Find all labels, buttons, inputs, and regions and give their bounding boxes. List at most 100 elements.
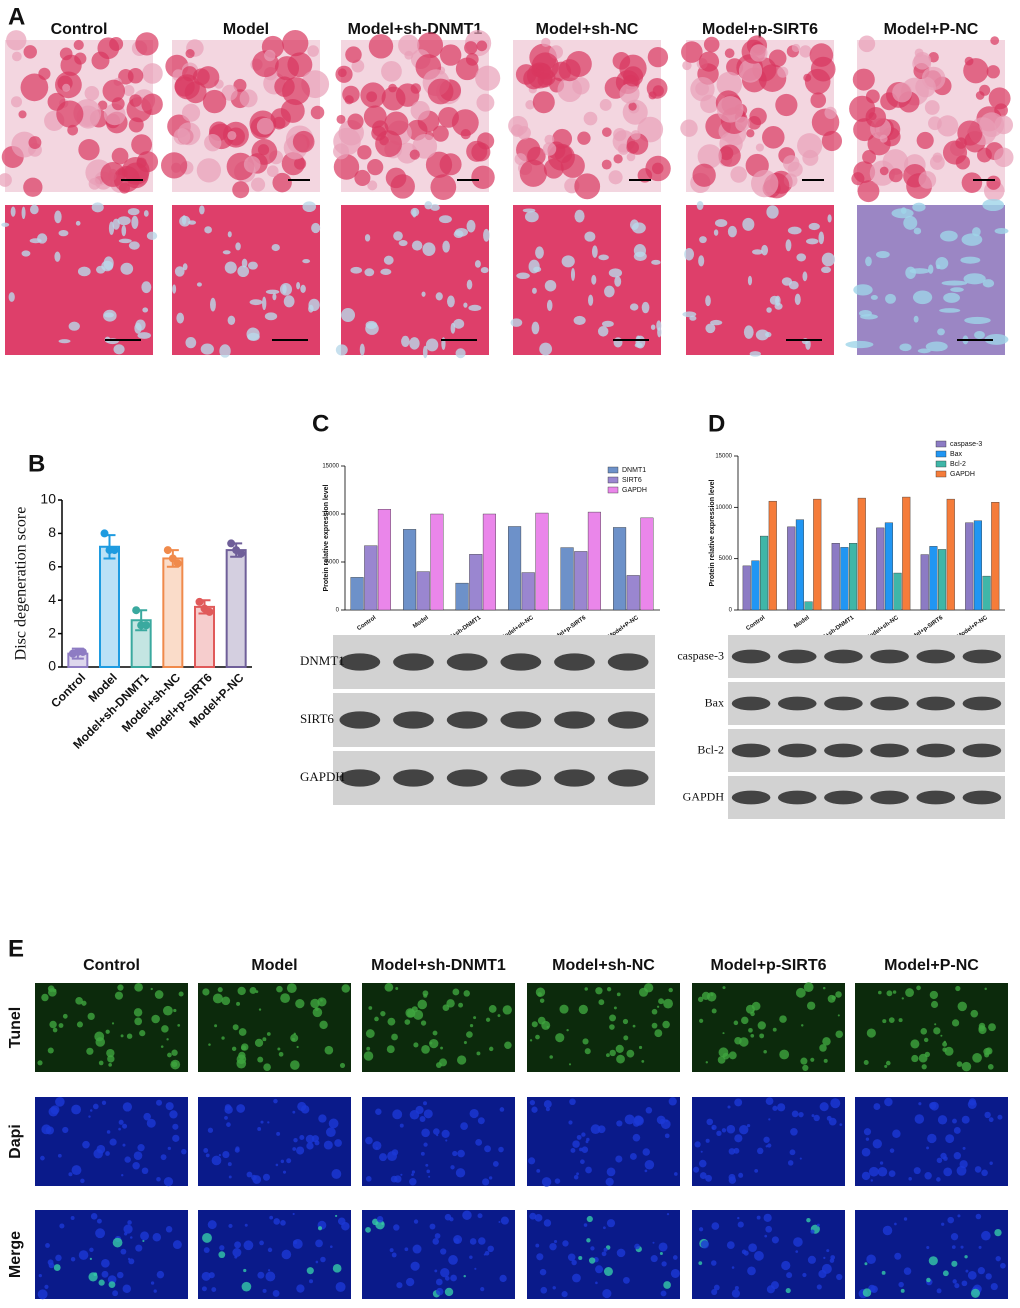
signal-texture [926,1277,931,1283]
signal-texture [603,1267,613,1276]
signal-texture [365,1226,371,1233]
signal-texture [956,1061,963,1067]
bar [804,601,813,611]
signal-texture [718,1047,729,1058]
signal-texture [739,1124,749,1135]
signal-texture [822,1037,831,1046]
cell-texture [601,320,614,328]
signal-texture [726,1241,735,1250]
signal-texture [226,1122,231,1127]
blot-band [916,696,956,711]
cell-texture [466,219,476,233]
signal-texture [822,986,826,990]
signal-texture [395,987,399,990]
signal-texture [429,1038,439,1049]
cell-texture [805,238,819,245]
signal-texture [236,1058,247,1069]
signal-texture [476,1051,481,1056]
signal-texture [390,1175,398,1183]
cell-texture [480,267,489,274]
tissue-texture [266,165,279,177]
cell-texture [455,348,466,359]
tissue-texture [74,52,87,65]
signal-texture [365,1029,375,1038]
y-axis-label: Protein relative expression level [323,484,330,591]
cell-texture [820,266,832,274]
signal-texture [391,1033,398,1041]
signal-texture [900,1288,905,1293]
tissue-texture [385,167,407,189]
tissue-texture [119,182,131,194]
bar [751,560,760,611]
blot-band [339,769,381,787]
signal-texture [590,1124,601,1135]
tissue-texture [921,66,946,91]
signal-texture [819,1102,829,1112]
y-tick-label: 0 [729,608,733,614]
cell-texture [412,209,417,218]
tissue-texture [608,170,623,185]
cell-texture [608,268,623,278]
signal-texture [644,1169,648,1173]
signal-texture [62,1126,69,1134]
tissue-texture [59,47,73,61]
signal-texture [813,1114,820,1122]
signal-texture [861,1147,871,1157]
cell-texture [143,210,149,217]
tissue-texture [957,120,983,146]
blot-band [777,790,817,805]
bar [787,526,796,611]
tissue-texture [477,132,495,150]
signal-texture [134,1017,143,1026]
signal-texture [299,1135,305,1141]
tissue-texture [221,84,238,101]
signal-texture [243,1268,247,1273]
signal-texture [413,1042,419,1048]
blot-band [554,769,595,787]
tissue-texture [88,177,101,190]
cell-texture [77,266,91,277]
signal-texture [974,1166,982,1173]
signal-texture [221,1036,225,1040]
y-axis-label: Protein relative expression level [709,479,716,586]
signal-texture [201,1286,207,1292]
signal-texture [81,1000,87,1006]
signal-texture [217,987,223,993]
signal-texture [499,1107,505,1112]
x-tick-label: Control [356,615,377,632]
cell-texture [699,236,707,244]
cell-texture [222,250,231,255]
signal-texture [786,1272,793,1279]
blot-band [870,790,909,805]
signal-texture [699,1172,707,1180]
signal-texture [952,1279,957,1284]
signal-texture [480,1287,485,1292]
blot-band [824,649,863,664]
signal-texture [323,1140,333,1150]
cell-texture [591,245,598,258]
group-label: Model+sh-DNMT1 [371,957,506,974]
signal-texture [700,1240,709,1249]
signal-texture [581,1132,586,1137]
signal-texture [888,1170,896,1178]
fluorescence-image [198,1097,351,1186]
signal-texture [632,1133,641,1142]
cell-texture [875,250,890,259]
signal-texture [584,1048,591,1055]
cell-texture [939,308,961,313]
cell-texture [8,292,15,302]
cell-texture [146,231,158,240]
signal-texture [308,1279,314,1284]
signal-texture [44,1284,49,1289]
tissue-texture [173,128,191,145]
signal-texture [699,1159,707,1168]
cell-texture [10,206,16,217]
signal-texture [37,1289,48,1300]
tissue-texture [127,68,144,84]
cell-texture [870,295,878,300]
cell-texture [940,230,958,242]
tissue-texture [197,66,220,89]
cell-texture [272,293,277,301]
signal-texture [889,1148,895,1153]
